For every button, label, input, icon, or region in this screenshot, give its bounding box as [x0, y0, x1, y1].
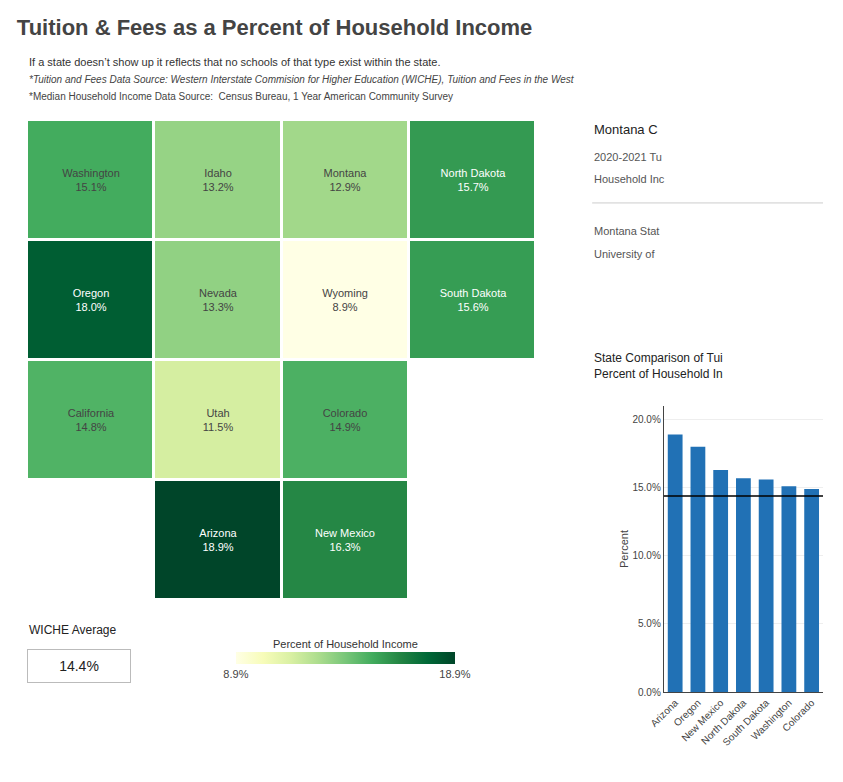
- svg-text:University of: University of: [594, 248, 655, 260]
- svg-text:California14.8%: California14.8%: [68, 407, 115, 433]
- svg-text:North Dakota: North Dakota: [699, 697, 749, 747]
- svg-text:18.9%: 18.9%: [439, 668, 470, 680]
- svg-text:15.0%: 15.0%: [632, 482, 660, 493]
- svg-text:5.0%: 5.0%: [638, 618, 661, 629]
- svg-text:Montana Stat: Montana Stat: [594, 225, 659, 237]
- svg-text:South Dakota: South Dakota: [720, 697, 771, 748]
- svg-text:Wyoming8.9%: Wyoming8.9%: [322, 287, 368, 313]
- svg-text:Percent of Household Income: Percent of Household Income: [273, 638, 418, 650]
- svg-text:2020-2021 Tu: 2020-2021 Tu: [594, 151, 662, 163]
- svg-text:Percent: Percent: [618, 530, 630, 568]
- svg-text:Montana C: Montana C: [594, 122, 658, 137]
- svg-text:Tuition & Fees as a Percent of: Tuition & Fees as a Percent of Household…: [17, 15, 532, 40]
- svg-text:Colorado14.9%: Colorado14.9%: [323, 407, 368, 433]
- svg-text:20.0%: 20.0%: [632, 414, 660, 425]
- svg-text:10.0%: 10.0%: [632, 550, 660, 561]
- svg-text:If a state doesn’t show up it: If a state doesn’t show up it reflects t…: [29, 56, 441, 68]
- svg-text:Oregon: Oregon: [671, 697, 702, 728]
- svg-text:Washington15.1%: Washington15.1%: [62, 167, 120, 193]
- svg-text:South Dakota15.6%: South Dakota15.6%: [440, 287, 508, 313]
- svg-text:Arizona: Arizona: [648, 697, 680, 729]
- svg-text:Montana12.9%: Montana12.9%: [324, 167, 368, 193]
- svg-text:8.9%: 8.9%: [223, 668, 248, 680]
- svg-text:Arizona18.9%: Arizona18.9%: [199, 527, 237, 553]
- svg-text:*Tuition and Fees Data Source:: *Tuition and Fees Data Source: Western I…: [29, 74, 575, 85]
- svg-text:North Dakota15.7%: North Dakota15.7%: [441, 167, 507, 193]
- svg-text:Idaho13.2%: Idaho13.2%: [202, 167, 233, 193]
- svg-text:New Mexico16.3%: New Mexico16.3%: [315, 527, 375, 553]
- svg-text:Washington: Washington: [749, 697, 794, 742]
- svg-text:14.4%: 14.4%: [59, 658, 99, 674]
- svg-text:Oregon18.0%: Oregon18.0%: [73, 287, 110, 313]
- svg-text:Colorado: Colorado: [780, 697, 817, 734]
- svg-text:*Median Household Income Data: *Median Household Income Data Source: Ce…: [29, 91, 453, 102]
- svg-text:Household Inc: Household Inc: [594, 173, 665, 185]
- svg-text:New Mexico: New Mexico: [679, 697, 726, 744]
- svg-text:0.0%: 0.0%: [638, 687, 661, 698]
- svg-text:Utah11.5%: Utah11.5%: [203, 407, 234, 433]
- svg-text:Nevada13.3%: Nevada13.3%: [199, 287, 238, 313]
- svg-text:WICHE Average: WICHE Average: [29, 623, 116, 637]
- svg-text:State Comparison of TuiPercent: State Comparison of TuiPercent of Househ…: [594, 351, 723, 381]
